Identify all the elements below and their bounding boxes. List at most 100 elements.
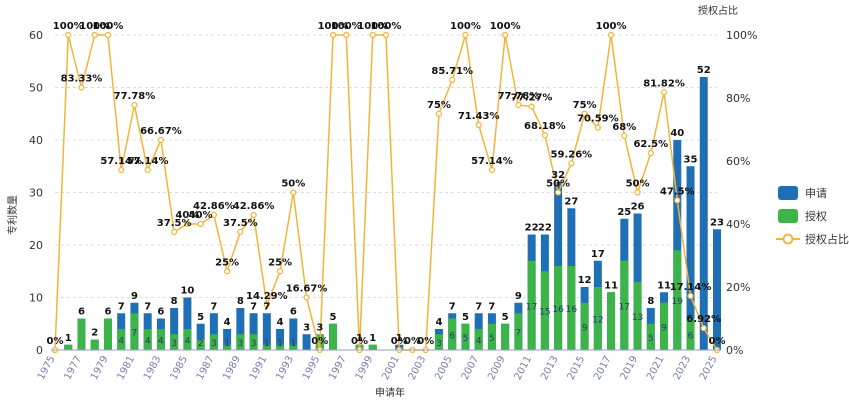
ratio-value-label: 68.18% — [524, 121, 566, 132]
ratio-marker — [171, 228, 178, 235]
x-tick-label: 1999 — [354, 354, 376, 382]
bar-value-label: 11 — [657, 280, 671, 291]
ratio-value-label: 42.86% — [233, 201, 275, 212]
series-grant-bars — [64, 250, 695, 350]
bar-value-label: 2 — [91, 328, 98, 339]
ratio-marker — [700, 325, 707, 332]
bar-value-label: 52 — [697, 65, 711, 76]
ratio-marker — [276, 268, 284, 275]
bar-inner-label: 17 — [526, 302, 537, 312]
y-tick-label: 0 — [36, 344, 43, 357]
x-tick-label: 2021 — [645, 354, 667, 382]
bar-grant — [236, 334, 245, 350]
bar-grant — [567, 266, 576, 350]
bar-value-label: 7 — [210, 301, 217, 312]
x-tick-label: 1985 — [168, 354, 190, 382]
bar-inner-label: 12 — [592, 316, 603, 326]
bar-grant — [474, 329, 483, 350]
bar-value-label: 10 — [180, 286, 194, 297]
bar-apply — [249, 313, 258, 350]
ratio-marker — [581, 110, 588, 117]
bar-apply — [209, 313, 218, 350]
bar-grant — [223, 344, 232, 350]
ratio-value-label: 17.14% — [670, 282, 712, 293]
bar-value-label: 22 — [525, 223, 539, 234]
ratio-value-label: 6.92% — [686, 314, 721, 325]
bar-grant — [434, 334, 443, 350]
bar-inner-label: 3 — [211, 339, 217, 349]
bar-grant — [262, 344, 271, 350]
ratio-marker — [475, 121, 482, 129]
ratio-marker — [250, 211, 257, 219]
bar-inner-label: 3 — [237, 339, 243, 349]
ratio-marker — [528, 103, 535, 110]
bar-value-label: 7 — [488, 301, 495, 312]
bar-grant — [329, 323, 338, 350]
bar-inner-label: 5 — [648, 334, 654, 344]
y-tick-label: 50 — [29, 82, 43, 95]
legend-swatch-grant — [778, 209, 798, 223]
bar-value-label: 6 — [78, 307, 85, 318]
ratio-marker — [502, 31, 509, 39]
bar-value-label: 40 — [670, 128, 684, 139]
ratio-marker — [515, 101, 522, 109]
ratio-value-label: 100% — [357, 21, 388, 32]
ratio-value-label: 25% — [215, 257, 239, 268]
legend-item-ratio[interactable]: 授权占比 — [776, 232, 849, 246]
bar-value-label: 11 — [604, 280, 618, 291]
x-tick-label: 1995 — [301, 354, 323, 382]
x-tick-label: 2017 — [592, 354, 614, 382]
legend-label-grant: 授权 — [805, 209, 827, 223]
x-tick-label: 1991 — [248, 354, 270, 382]
bar-inner-label: 5 — [463, 334, 469, 344]
bar-value-label: 4 — [435, 317, 442, 328]
bar-grant — [103, 318, 112, 350]
x-tick-label: 2013 — [539, 354, 561, 382]
bar-grant — [633, 281, 642, 350]
bar-value-label: 27 — [564, 196, 578, 207]
bar-grant — [64, 344, 73, 350]
bar-value-label: 5 — [462, 312, 469, 323]
ratio-value-label: 100% — [318, 21, 349, 32]
bar-value-label: 7 — [475, 301, 482, 312]
bar-value-label: 23 — [710, 217, 724, 228]
ratio-value-label: 16.67% — [286, 283, 328, 294]
bar-apply — [673, 140, 682, 350]
bar-inner-label: 2 — [198, 339, 204, 349]
bar-apply — [699, 77, 708, 350]
x-tick-label: 2019 — [619, 354, 641, 382]
bar-value-label: 6 — [104, 307, 111, 318]
bar-grant — [183, 329, 192, 350]
y2-tick-label: 80% — [726, 92, 750, 105]
bar-grant — [170, 334, 179, 350]
ratio-marker — [144, 166, 151, 174]
x-tick-label: 1975 — [36, 354, 58, 382]
bar-inner-label: 3 — [436, 339, 442, 349]
ratio-marker — [118, 166, 125, 174]
bar-inner-label: 7 — [132, 329, 138, 339]
ratio-marker — [555, 189, 562, 196]
bar-grant — [90, 339, 99, 350]
bar-grant — [527, 260, 536, 350]
ratio-marker — [660, 89, 668, 96]
x-tick-label: 1987 — [195, 354, 217, 382]
legend-item-apply[interactable]: 申请 — [778, 186, 827, 200]
bar-grant — [593, 287, 602, 350]
ratio-value-label: 25% — [268, 257, 292, 268]
bar-apply — [236, 308, 245, 350]
ratio-value-label: 37.5% — [157, 218, 192, 229]
ratio-marker — [462, 31, 469, 39]
ratio-marker — [621, 132, 628, 139]
bar-inner-label: 4 — [158, 337, 164, 347]
bar-inner-label: 4 — [118, 337, 124, 347]
legend-item-grant[interactable]: 授权 — [778, 209, 827, 223]
bar-value-label: 8 — [647, 296, 654, 307]
y-tick-label: 10 — [29, 292, 43, 305]
ratio-value-label: 100% — [331, 21, 362, 32]
x-tick-label: 2015 — [566, 354, 588, 382]
bar-inner-label: 4 — [145, 337, 151, 347]
bar-grant — [117, 329, 126, 350]
bar-value-label: 5 — [502, 312, 509, 323]
